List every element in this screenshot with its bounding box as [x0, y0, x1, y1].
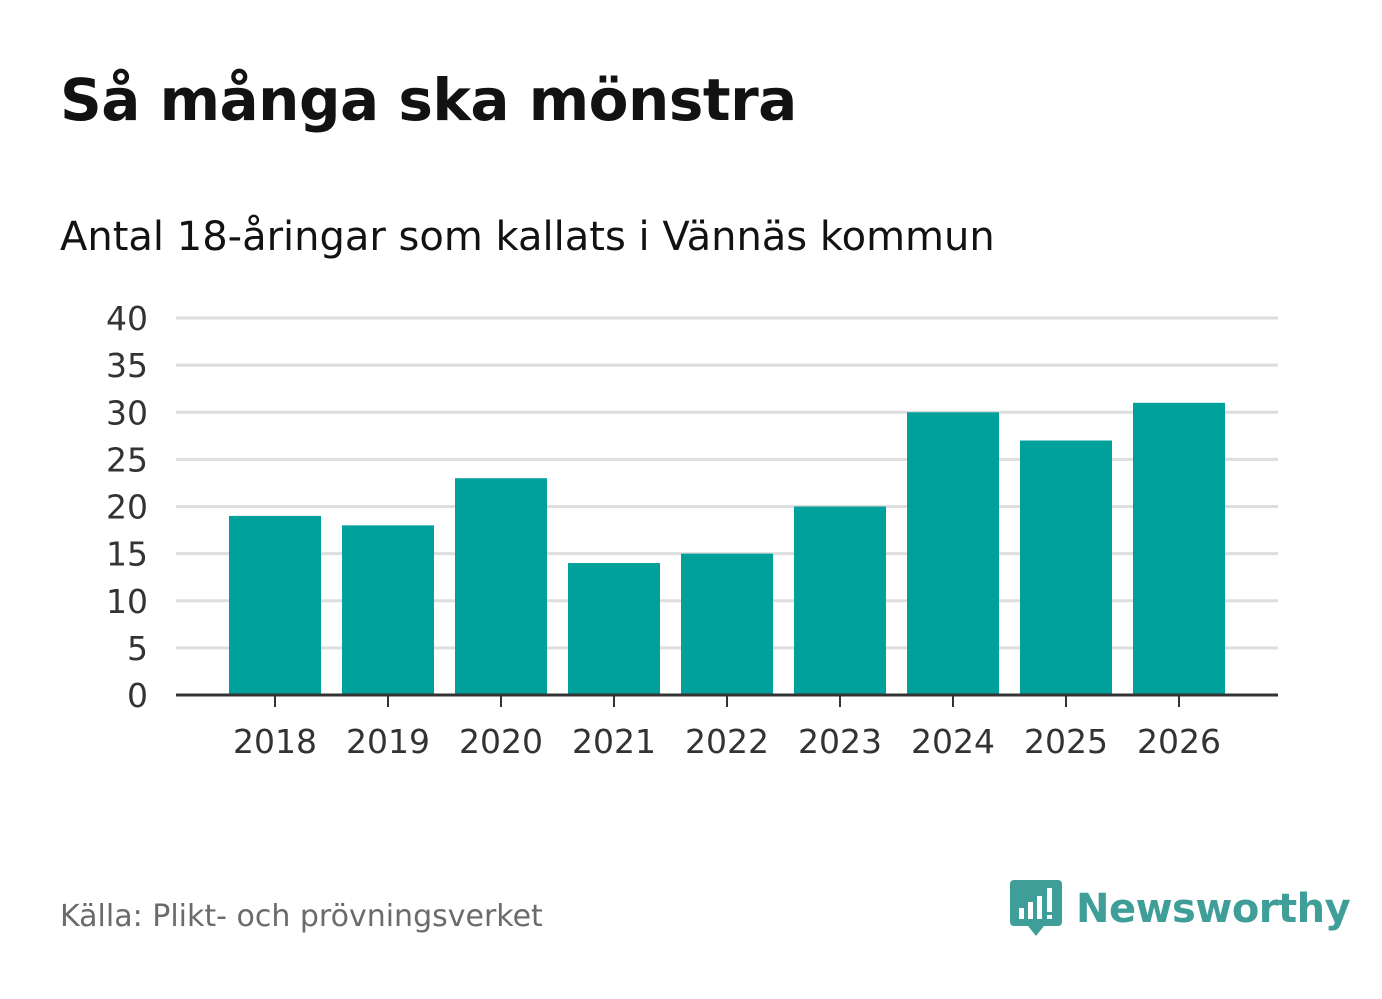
y-tick-label: 20	[106, 488, 148, 527]
y-tick-label: 10	[106, 582, 148, 621]
bar-chart-speech-bubble-icon	[1010, 880, 1062, 936]
bar	[229, 515, 321, 695]
chart-subtitle: Antal 18-åringar som kallats i Vännäs ko…	[60, 214, 995, 260]
y-tick-label: 40	[106, 299, 148, 338]
y-tick-label: 5	[127, 629, 148, 668]
x-tick-label: 2022	[685, 722, 769, 761]
x-tick-label: 2019	[346, 722, 430, 761]
x-tick-label: 2023	[798, 722, 882, 761]
y-tick-label: 15	[106, 535, 148, 574]
bar	[794, 506, 886, 695]
x-tick-label: 2026	[1137, 722, 1221, 761]
y-tick-label: 30	[106, 393, 148, 432]
x-tick-label: 2018	[233, 722, 317, 761]
brand-logo: Newsworthy	[1010, 878, 1351, 940]
brand-name: Newsworthy	[1076, 886, 1351, 932]
bar	[455, 478, 547, 695]
x-tick-label: 2021	[572, 722, 656, 761]
x-tick-label: 2024	[911, 722, 995, 761]
bar	[342, 525, 434, 695]
y-tick-label: 35	[106, 346, 148, 385]
x-tick-label: 2025	[1024, 722, 1108, 761]
bar	[1020, 440, 1112, 695]
bar	[568, 563, 660, 695]
bar	[907, 412, 999, 695]
y-tick-label: 0	[127, 676, 148, 715]
bar	[681, 553, 773, 695]
y-tick-label: 25	[106, 440, 148, 479]
x-tick-label: 2020	[459, 722, 543, 761]
chart-title: Så många ska mönstra	[60, 66, 797, 134]
bar	[1133, 402, 1225, 695]
source-note: Källa: Plikt- och prövningsverket	[60, 899, 543, 934]
